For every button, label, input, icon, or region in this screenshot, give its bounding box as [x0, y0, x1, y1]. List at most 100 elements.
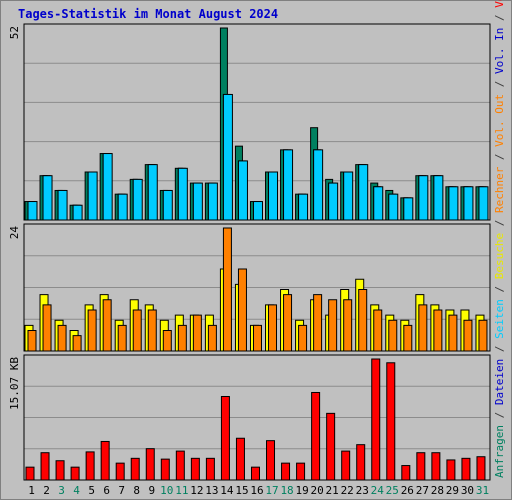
bar-seiten-day-14: [222, 93, 233, 221]
bar-seiten-day-27: [418, 175, 429, 221]
x-tick-label-day-4: 4: [73, 484, 80, 497]
bar-seiten-day-24: [373, 186, 384, 221]
bar-seiten-day-20: [313, 149, 324, 221]
bar-seiten-day-15: [237, 160, 248, 221]
bar-volumen-day-5: [85, 451, 95, 481]
right-legend-part-7: /: [493, 213, 506, 233]
x-tick-label-day-10: 10: [160, 484, 173, 497]
bar-volumen-day-3: [55, 460, 65, 481]
bar-seiten-day-7: [117, 193, 128, 221]
x-tick-label-day-21: 21: [326, 484, 339, 497]
right-legend: Anfragen / Dateien / Seiten / Besuche / …: [493, 0, 506, 478]
x-tick-label-day-19: 19: [295, 484, 308, 497]
bar-volumen-day-13: [205, 457, 215, 481]
bar-seiten-day-8: [132, 178, 143, 221]
panel-middle-ymax-label: 24: [8, 226, 21, 240]
right-legend-part-1: /: [493, 405, 506, 425]
bar-rechner-day-13: [207, 324, 217, 352]
right-legend-part-6: Besuche: [493, 233, 506, 279]
x-tick-label-day-26: 26: [401, 484, 414, 497]
x-tick-label-day-20: 20: [311, 484, 324, 497]
x-tick-label-day-24: 24: [371, 484, 385, 497]
bar-volumen-day-29: [446, 459, 456, 481]
x-tick-label-day-9: 9: [148, 484, 155, 497]
bar-volumen-day-27: [416, 452, 426, 481]
panel-top-border: [23, 23, 491, 221]
bar-volumen-day-17: [266, 440, 276, 481]
bar-volumen-day-6: [100, 440, 110, 481]
bar-volumen-day-31: [476, 456, 486, 481]
bar-volumen-day-19: [296, 462, 306, 481]
bar-volumen-day-20: [311, 391, 321, 481]
bar-rechner-day-28: [433, 309, 443, 352]
bar-seiten-day-13: [207, 182, 218, 221]
bar-seiten-day-21: [328, 182, 339, 221]
chart-title: Tages-Statistik im Monat August 2024: [18, 7, 279, 21]
x-tick-label-day-18: 18: [280, 484, 293, 497]
bar-volumen-day-1: [25, 466, 35, 481]
bar-rechner-day-2: [42, 304, 52, 352]
bar-seiten-day-25: [388, 193, 399, 221]
x-tick-label-day-30: 30: [461, 484, 474, 497]
x-tick-label-day-15: 15: [235, 484, 248, 497]
bar-volumen-day-28: [431, 452, 441, 481]
x-tick-label-day-25: 25: [386, 484, 399, 497]
bar-rechner-day-20: [313, 294, 323, 352]
x-tick-label-day-1: 1: [28, 484, 35, 497]
bar-seiten-day-16: [252, 201, 263, 221]
x-tick-label-day-16: 16: [250, 484, 263, 497]
panel-bottom-border: [23, 354, 491, 481]
right-legend-part-0: Anfragen: [493, 425, 506, 478]
bar-rechner-day-25: [388, 319, 398, 352]
right-legend-part-8: Rechner: [493, 166, 506, 213]
bar-rechner-day-27: [418, 304, 428, 352]
bar-rechner-day-19: [298, 324, 308, 352]
bar-seiten-day-17: [268, 171, 279, 221]
bar-rechner-day-10: [162, 330, 172, 352]
bar-seiten-day-1: [27, 201, 38, 221]
bar-rechner-day-8: [132, 309, 142, 352]
bar-seiten-day-6: [102, 153, 113, 221]
bar-seiten-day-2: [42, 175, 53, 221]
panel-middle-border: [23, 223, 491, 352]
bar-rechner-day-24: [373, 309, 383, 352]
right-legend-part-13: /: [493, 8, 506, 28]
bar-volumen-day-4: [70, 466, 80, 481]
bar-volumen-day-9: [145, 448, 155, 481]
bar-rechner-day-17: [268, 304, 278, 352]
bar-rechner-day-5: [87, 309, 97, 352]
bar-seiten-day-9: [147, 164, 158, 221]
bar-rechner-day-18: [283, 294, 293, 352]
bar-rechner-day-22: [343, 299, 353, 352]
x-tick-label-day-29: 29: [446, 484, 459, 497]
bar-rechner-day-11: [177, 324, 187, 352]
x-tick-label-day-31: 31: [476, 484, 489, 497]
bar-volumen-day-11: [175, 450, 185, 481]
bar-rechner-day-26: [403, 324, 413, 352]
bar-seiten-day-10: [162, 189, 173, 221]
bar-seiten-day-3: [57, 189, 68, 221]
bar-seiten-day-26: [403, 197, 414, 221]
bar-volumen-day-18: [281, 462, 291, 481]
bar-seiten-day-30: [463, 186, 474, 221]
bar-rechner-day-15: [237, 268, 247, 352]
bar-volumen-day-8: [130, 457, 140, 481]
x-tick-label-day-7: 7: [118, 484, 125, 497]
x-tick-label-day-11: 11: [175, 484, 188, 497]
x-tick-label-day-27: 27: [416, 484, 429, 497]
bar-volumen-day-23: [356, 444, 366, 481]
right-legend-part-10: Vol. Out: [493, 94, 506, 147]
x-tick-label-day-5: 5: [88, 484, 95, 497]
bar-rechner-day-16: [252, 324, 262, 352]
bar-rechner-day-3: [57, 324, 67, 352]
bar-rechner-day-29: [448, 314, 458, 352]
bar-volumen-day-15: [235, 437, 245, 481]
bar-seiten-day-18: [283, 149, 294, 221]
x-tick-label-day-2: 2: [43, 484, 50, 497]
bar-seiten-day-28: [433, 175, 444, 221]
right-legend-part-4: Seiten: [493, 299, 506, 339]
bar-volumen-day-14: [220, 395, 230, 481]
bar-rechner-day-30: [463, 319, 473, 352]
bar-seiten-day-11: [177, 167, 188, 221]
right-legend-part-3: /: [493, 339, 506, 359]
